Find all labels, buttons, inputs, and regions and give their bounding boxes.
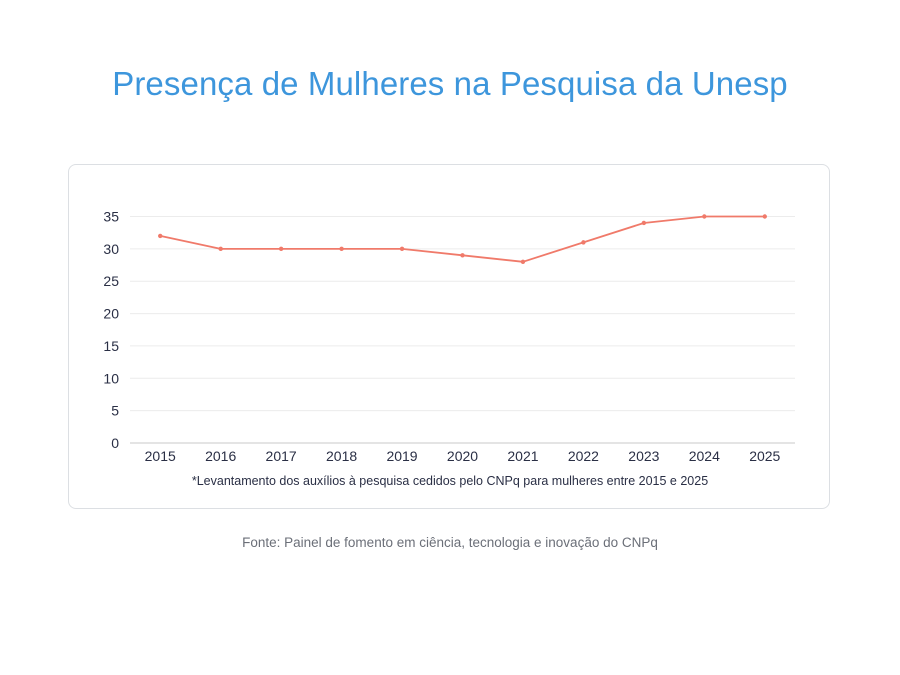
x-tick-label: 2017 — [266, 448, 297, 464]
y-tick-label: 20 — [103, 306, 119, 322]
data-point — [702, 214, 707, 219]
y-tick-label: 30 — [103, 241, 119, 257]
x-axis: 2015 2016 2017 2018 2019 2020 2021 2022 2023 2024… — [130, 442, 795, 464]
data-point — [762, 214, 767, 219]
y-tick-label: 15 — [103, 338, 119, 354]
data-point — [460, 253, 465, 258]
grid-lines — [130, 216, 795, 412]
data-point — [581, 240, 586, 245]
x-tick-label: 2023 — [628, 448, 659, 464]
y-tick-label: 5 — [111, 403, 119, 419]
x-tick-label: 2021 — [507, 448, 538, 464]
chart-title: Presença de Mulheres na Pesquisa da Unes… — [112, 65, 788, 102]
data-point — [218, 246, 223, 252]
x-tick-label: 2015 — [145, 448, 176, 464]
x-tick-label: 2019 — [386, 448, 417, 464]
chart-footnote: *Levantamento dos auxílios à pesquisa ce… — [191, 474, 709, 488]
y-tick-label: 25 — [103, 273, 119, 289]
x-tick-label: 2024 — [689, 448, 720, 464]
y-tick-label: 0 — [111, 435, 119, 451]
chart-card: 0 5 10 15 20 25 30 35 2015 2016 2017 2018 2019 2020 2… — [68, 164, 830, 509]
data-point — [339, 246, 344, 252]
x-tick-label: 2018 — [326, 448, 357, 464]
data-series — [158, 214, 767, 264]
x-tick-label: 2022 — [568, 448, 599, 464]
data-point — [399, 246, 405, 252]
x-tick-label: 2016 — [205, 448, 236, 464]
data-point — [278, 246, 284, 252]
source-note: Fonte: Painel de fomento em ciência, tec… — [242, 535, 658, 550]
x-tick-label: 2025 — [749, 448, 780, 464]
data-point — [158, 233, 163, 239]
x-tick-label: 2020 — [447, 448, 478, 464]
data-point — [641, 220, 647, 226]
y-tick-label: 10 — [103, 370, 119, 386]
y-tick-label: 35 — [103, 209, 119, 225]
y-axis: 0 5 10 15 20 25 30 35 — [103, 209, 119, 452]
data-point — [520, 259, 526, 264]
